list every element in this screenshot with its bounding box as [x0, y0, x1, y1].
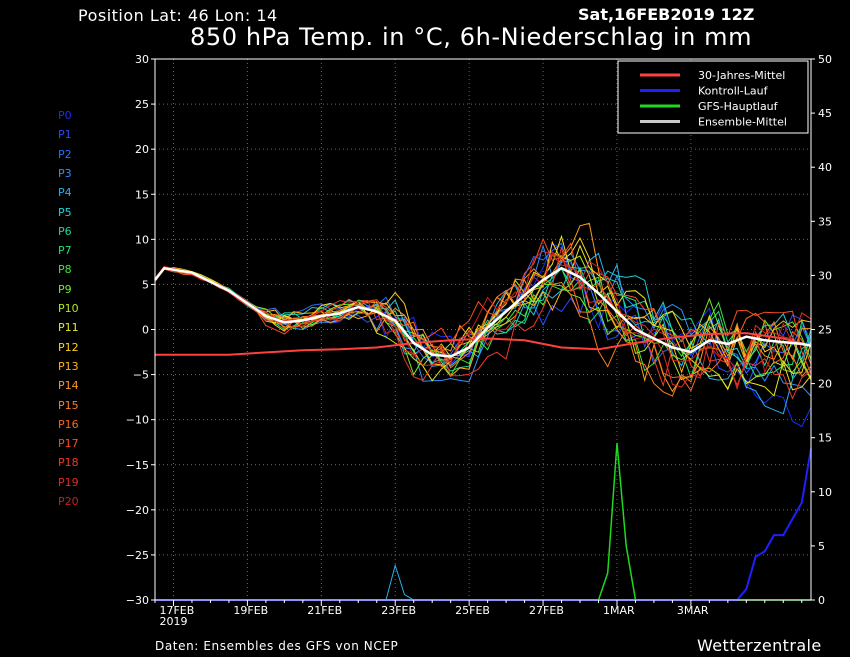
member-label: P12: [58, 340, 79, 354]
member-label: P14: [58, 379, 79, 393]
member-label: P6: [58, 224, 72, 238]
member-line: [154, 247, 812, 400]
position-label: Position Lat: 46 Lon: 14: [78, 6, 278, 25]
precipitation-lines: [155, 443, 812, 601]
x-tick-label: 23FEB: [381, 604, 416, 617]
member-label: P16: [58, 417, 79, 431]
member-label: P0: [58, 109, 72, 122]
member-label: P8: [58, 263, 72, 277]
member-label: P4: [58, 186, 72, 200]
member-lines: [154, 222, 812, 428]
member-line: [154, 251, 812, 374]
y2-tick-label: 5: [818, 540, 825, 553]
precip-gfs-line: [155, 443, 811, 601]
member-label: P11: [58, 321, 79, 335]
y2-tick-label: 15: [818, 432, 832, 445]
y-tick-label: 20: [135, 143, 149, 156]
precip-member-line: [155, 563, 811, 601]
y-tick-label: −10: [126, 414, 149, 427]
member-label: P18: [58, 456, 79, 470]
ensemble-mean-line: [154, 266, 812, 358]
y2-tick-label: 20: [818, 378, 832, 391]
y2-tick-label: 25: [818, 324, 832, 337]
y-tick-label: −5: [133, 369, 149, 382]
y2-tick-label: 10: [818, 486, 832, 499]
brand-label: Wetterzentrale: [697, 636, 822, 655]
special-lines: [154, 266, 812, 358]
member-label: P5: [58, 205, 72, 219]
x-tick-label: 27FEB: [529, 604, 564, 617]
legend: 30-Jahres-Mittel Kontroll-Lauf GFS-Hauptla…: [617, 60, 809, 134]
data-source: Daten: Ensembles des GFS von NCEP: [155, 639, 399, 653]
legend-label: 30-Jahres-Mittel: [698, 69, 785, 82]
member-line: [154, 268, 812, 377]
y2-tick-label: 40: [818, 161, 832, 174]
y2-tick-label: 45: [818, 107, 832, 120]
y-tick-label: −15: [126, 459, 149, 472]
y-tick-label: 10: [135, 233, 149, 246]
legend-label: Kontroll-Lauf: [698, 85, 769, 98]
climate-mean-line: [155, 332, 812, 356]
y-axis-ticks: 30 25 20 15 10 5 0 −5 −10 −15 −20 −25 −30: [126, 53, 155, 607]
member-label: P10: [58, 302, 79, 315]
member-label: P3: [58, 166, 72, 180]
y-tick-label: 30: [135, 53, 149, 66]
y-tick-label: 5: [142, 278, 149, 291]
member-label: P19: [58, 475, 79, 489]
y-tick-label: −25: [126, 549, 149, 562]
y-tick-label: −20: [126, 504, 149, 517]
run-datetime: Sat,16FEB2019 12Z: [578, 5, 755, 24]
member-label: P7: [58, 244, 72, 258]
y-tick-label: 0: [142, 324, 149, 337]
y2-tick-label: 35: [818, 215, 832, 228]
x-tick-label: 19FEB: [233, 604, 268, 617]
y2-tick-label: 0: [818, 594, 825, 607]
member-label: P15: [58, 398, 79, 412]
member-label: P1: [58, 128, 72, 142]
y2-tick-label: 30: [818, 269, 832, 282]
x-tick-sublabel: 2019: [159, 615, 187, 628]
member-line: [154, 234, 812, 397]
member-label: P9: [58, 282, 72, 296]
x-tick-label: 25FEB: [455, 604, 490, 617]
member-label: P2: [58, 147, 72, 161]
member-label: P13: [58, 359, 79, 373]
y-tick-label: 15: [135, 188, 149, 201]
x-tick-label: 17FEB: [159, 604, 194, 617]
x-tick-label: 1MAR: [603, 604, 635, 617]
y-tick-label: −30: [126, 594, 149, 607]
legend-label: GFS-Hauptlauf: [698, 100, 779, 113]
legend-label: Ensemble-Mittel: [698, 116, 787, 129]
member-label: P17: [58, 437, 79, 451]
precip-control-line: [155, 448, 812, 601]
chart-title: 850 hPa Temp. in °C, 6h-Niederschlag in …: [190, 23, 753, 51]
y2-tick-label: 50: [818, 53, 832, 66]
member-label: P20: [58, 495, 79, 508]
y-tick-label: 25: [135, 98, 149, 111]
x-tick-label: 3MAR: [677, 604, 709, 617]
x-tick-label: 21FEB: [307, 604, 342, 617]
